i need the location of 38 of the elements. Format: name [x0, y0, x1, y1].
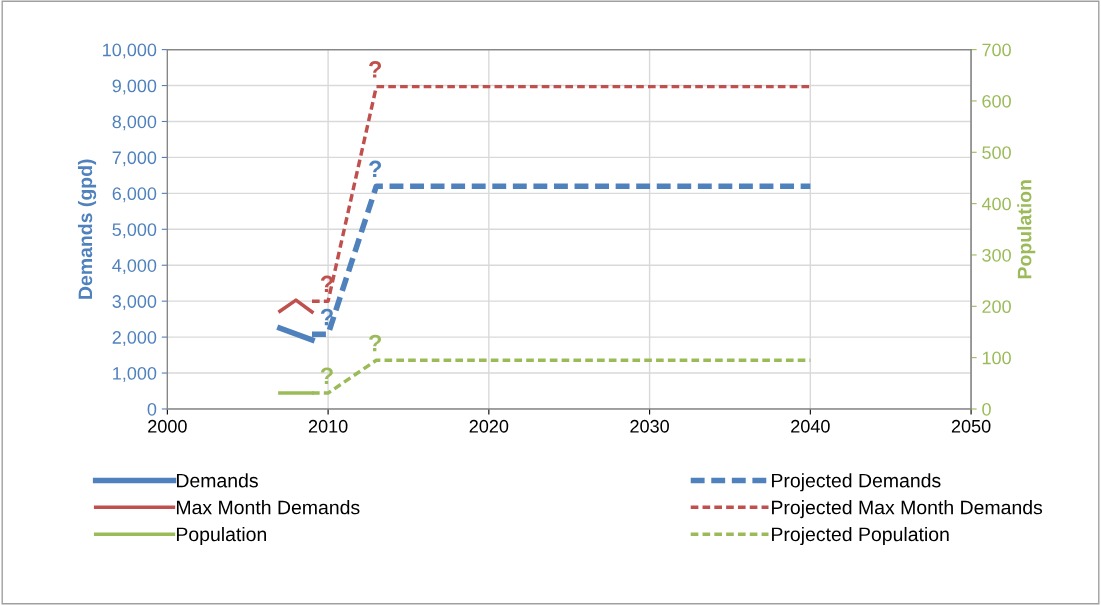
y-tick-label: 7,000 — [112, 151, 157, 167]
y2-tick-label: 700 — [982, 43, 1011, 57]
x-tick-label: 2000 — [148, 419, 187, 433]
y-tick-label: 0 — [147, 402, 157, 416]
y2-tick-label: 100 — [982, 351, 1011, 365]
legend-label: Demands — [176, 473, 258, 488]
x-tick-label: 2050 — [951, 419, 991, 433]
data-label: ? — [369, 61, 382, 78]
y2-tick-label: 500 — [982, 146, 1011, 160]
legend-label: Max Month Demands — [176, 500, 360, 515]
y-tick-label: 9,000 — [112, 79, 157, 95]
legend-label: Projected Max Month Demands — [772, 500, 1043, 519]
y-tick-label: 1,000 — [113, 366, 157, 382]
x-tick-label: 2020 — [469, 419, 509, 433]
y2-tick-label: 400 — [981, 197, 1011, 211]
x-tick-label: 2040 — [791, 419, 830, 433]
y2-axis-title: Population — [1017, 180, 1036, 279]
legend-label: Population — [176, 526, 267, 546]
legend-label: Projected Population — [772, 526, 949, 546]
y-axis-title: Demands (gpd) — [77, 159, 97, 299]
y2-tick-label: 600 — [982, 94, 1011, 108]
data-label: ? — [369, 334, 382, 352]
y-tick-label: 5,000 — [112, 223, 157, 239]
y-tick-label: 2,000 — [112, 331, 157, 346]
y-tick-label: 3,000 — [112, 295, 157, 311]
y2-tick-label: 200 — [982, 300, 1011, 314]
x-tick-label: 2010 — [308, 419, 348, 433]
data-label: ? — [320, 367, 333, 384]
y-tick-label: 4,000 — [112, 259, 157, 275]
legend-label: Projected Demands — [772, 473, 941, 492]
y2-tick-label: 300 — [982, 248, 1011, 262]
data-label: ? — [369, 160, 382, 178]
x-tick-label: 2030 — [630, 419, 669, 433]
y2-tick-label: 0 — [982, 402, 991, 416]
y-tick-label: 10,000 — [103, 43, 157, 59]
data-label: ? — [320, 308, 333, 326]
y-tick-label: 6,000 — [112, 187, 157, 203]
y-tick-label: 8,000 — [112, 115, 157, 131]
